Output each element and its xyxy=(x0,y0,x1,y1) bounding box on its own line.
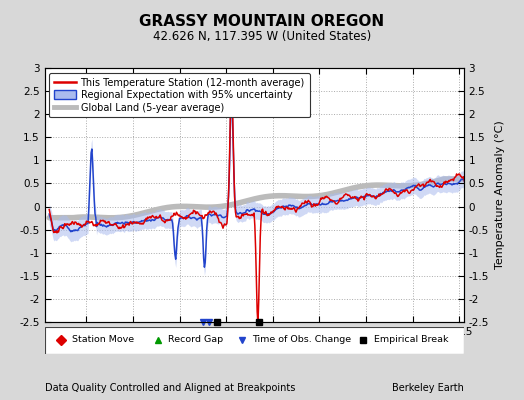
Text: Station Move: Station Move xyxy=(72,335,134,344)
Text: 42.626 N, 117.395 W (United States): 42.626 N, 117.395 W (United States) xyxy=(153,30,371,43)
Y-axis label: Temperature Anomaly (°C): Temperature Anomaly (°C) xyxy=(495,121,505,269)
Text: Data Quality Controlled and Aligned at Breakpoints: Data Quality Controlled and Aligned at B… xyxy=(45,383,295,393)
Text: Berkeley Earth: Berkeley Earth xyxy=(392,383,464,393)
Text: Empirical Break: Empirical Break xyxy=(374,335,448,344)
FancyBboxPatch shape xyxy=(45,327,464,354)
Text: GRASSY MOUNTAIN OREGON: GRASSY MOUNTAIN OREGON xyxy=(139,14,385,29)
Legend: This Temperature Station (12-month average), Regional Expectation with 95% uncer: This Temperature Station (12-month avera… xyxy=(49,73,310,118)
Text: Record Gap: Record Gap xyxy=(168,335,223,344)
Text: Time of Obs. Change: Time of Obs. Change xyxy=(252,335,351,344)
